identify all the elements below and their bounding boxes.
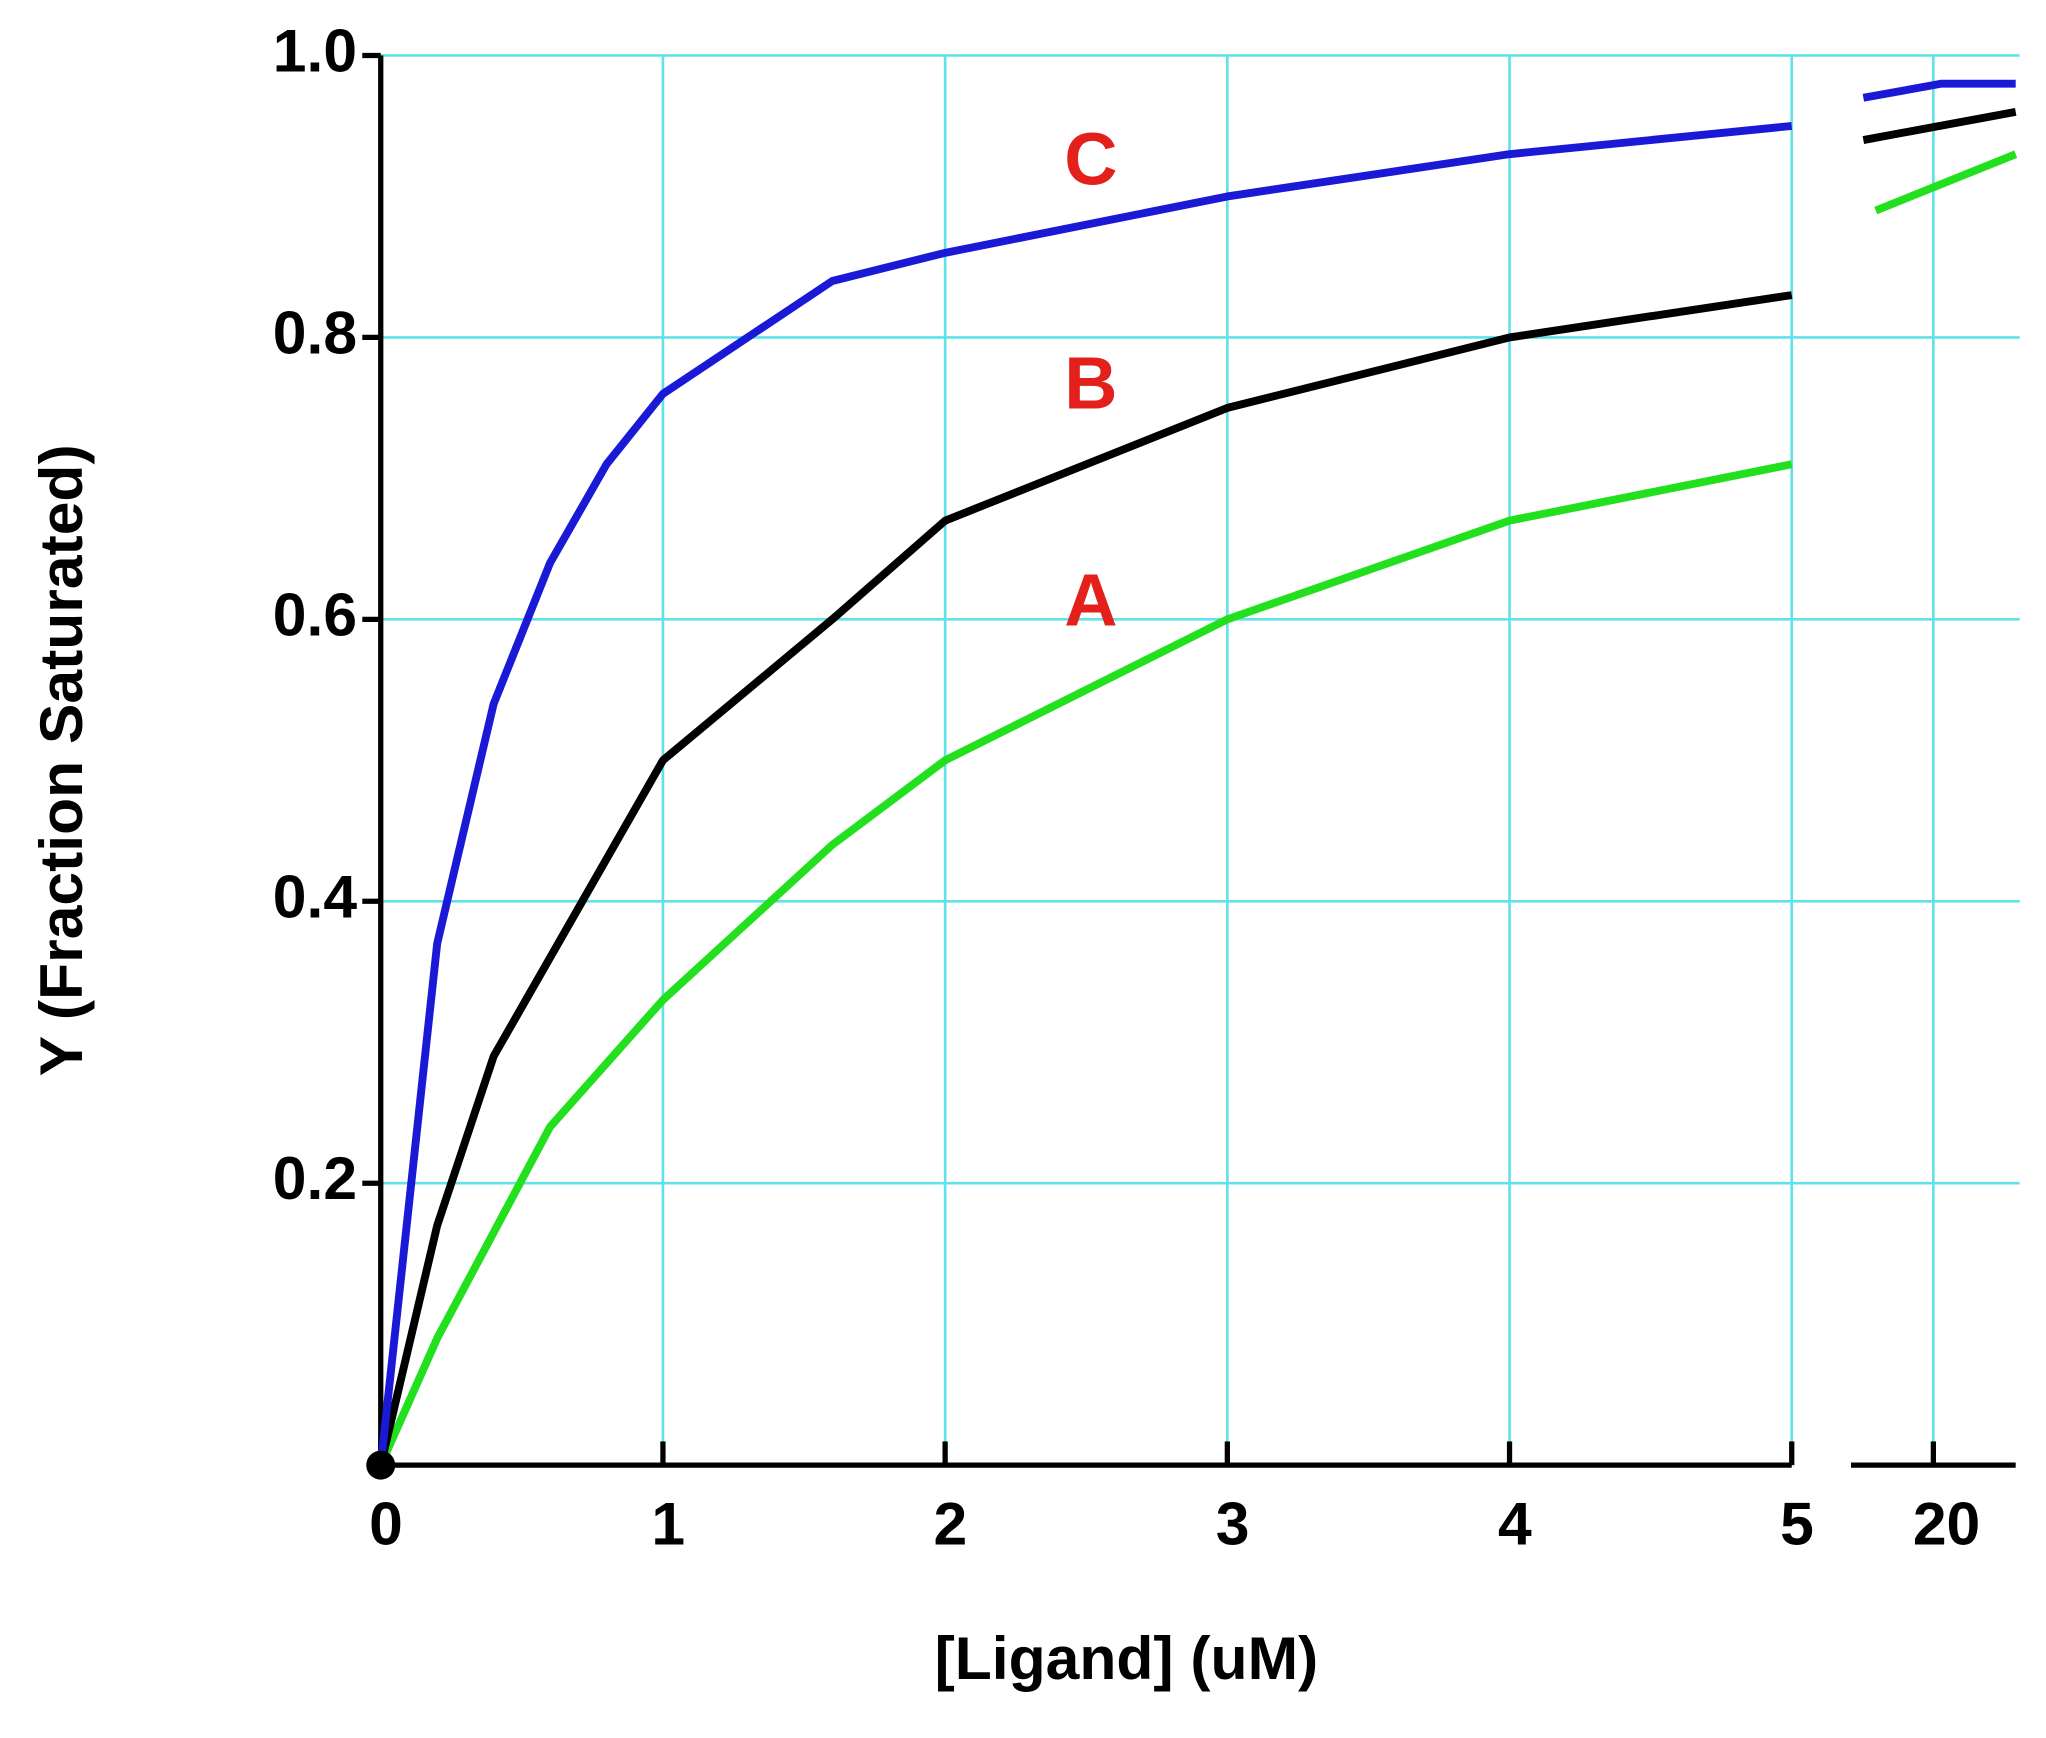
y-tick-label: 0.8 [273, 298, 357, 366]
series-line [1862, 107, 2017, 144]
x-axis-title: [Ligand] (uM) [935, 1624, 1319, 1692]
origin-dot [366, 1450, 396, 1480]
x-tick-label: 4 [1498, 1489, 1532, 1557]
series-line [376, 122, 1793, 1466]
series-line [1862, 79, 2016, 102]
y-tick-label: 0.6 [273, 580, 357, 648]
series-label: B [1064, 341, 1117, 424]
series-line [1874, 150, 2018, 215]
series-line [377, 460, 1793, 1467]
series-label: C [1064, 117, 1117, 200]
grid [380, 54, 2020, 1466]
x-tick-label: 5 [1780, 1489, 1814, 1557]
y-tick-label: 0.2 [273, 1144, 357, 1212]
x-tick-label: 2 [934, 1489, 968, 1557]
x-tick-label: 0 [369, 1489, 403, 1557]
series-line [376, 291, 1793, 1467]
x-tick-label: 1 [651, 1489, 685, 1557]
x-tick-label: 20 [1913, 1489, 1980, 1557]
x-tick-label: 3 [1216, 1489, 1250, 1557]
y-tick-label: 1.0 [273, 16, 357, 84]
y-axis-title: Y (Fraction Saturated) [27, 444, 95, 1076]
series-label: A [1064, 559, 1117, 642]
y-tick-label: 0.4 [273, 862, 358, 930]
